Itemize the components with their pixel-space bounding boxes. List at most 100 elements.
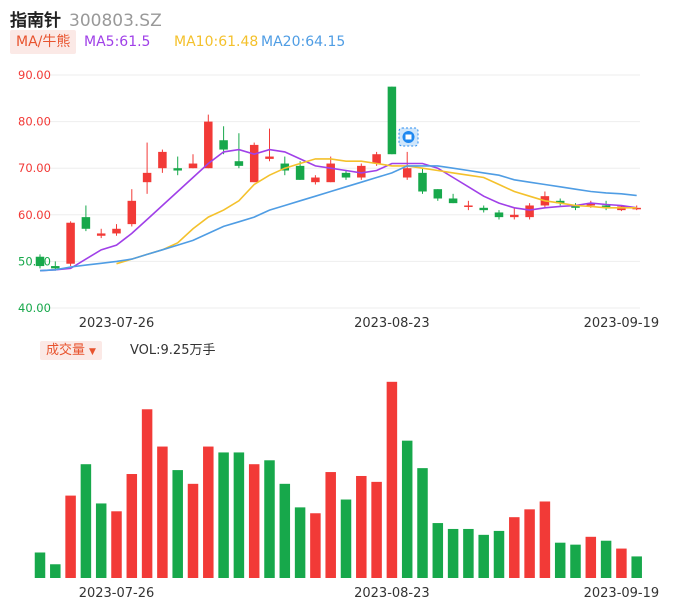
candle[interactable]	[479, 205, 488, 213]
stock-header: 指南针 300803.SZ	[10, 6, 162, 31]
volume-bar[interactable]	[294, 507, 306, 578]
candle-body	[219, 140, 228, 150]
candle[interactable]	[173, 156, 182, 176]
volume-bar[interactable]	[203, 446, 214, 578]
volume-bar[interactable]	[631, 556, 642, 578]
candle[interactable]	[219, 126, 228, 155]
candle[interactable]	[158, 149, 167, 173]
volume-bar[interactable]	[218, 452, 229, 578]
ma-indicator-tag[interactable]: MA/牛熊	[10, 30, 77, 54]
candle-body	[158, 151, 167, 169]
volume-bar[interactable]	[34, 552, 46, 578]
volume-bar[interactable]	[264, 460, 275, 578]
volume-bar[interactable]	[447, 528, 459, 578]
candle-body	[311, 177, 320, 183]
candle-body	[418, 172, 427, 192]
candle[interactable]	[81, 205, 91, 232]
volume-bar[interactable]	[111, 511, 122, 578]
volume-value-label: VOL:9.25万手	[130, 343, 216, 358]
volume-bar[interactable]	[493, 530, 505, 578]
volume-bar[interactable]	[463, 528, 474, 578]
candle[interactable]	[265, 128, 274, 162]
volume-bar[interactable]	[340, 499, 352, 578]
volume-bar[interactable]	[187, 483, 199, 578]
candle[interactable]	[35, 254, 45, 269]
volume-bar[interactable]	[432, 523, 444, 578]
candle-body	[479, 207, 488, 211]
volume-bar[interactable]	[371, 481, 382, 578]
candle-body	[234, 161, 244, 166]
volume-indicator-tag[interactable]: 成交量 ▼	[40, 341, 102, 360]
volume-bar[interactable]	[50, 564, 61, 578]
volume-bar[interactable]	[233, 452, 245, 578]
moving-averages	[39, 148, 637, 272]
volume-bar[interactable]	[248, 464, 260, 578]
stock-name: 指南针	[10, 11, 61, 31]
volume-bar[interactable]	[157, 446, 168, 578]
candle-body	[586, 203, 596, 206]
candle[interactable]	[433, 189, 443, 201]
candle[interactable]	[96, 228, 106, 239]
candle-body	[112, 228, 121, 234]
candle[interactable]	[571, 203, 580, 211]
candle[interactable]	[555, 198, 565, 206]
candle-body	[601, 205, 611, 208]
candle[interactable]	[66, 221, 75, 267]
volume-bar[interactable]	[279, 483, 291, 578]
candle[interactable]	[494, 210, 504, 220]
candle[interactable]	[464, 200, 473, 211]
candle[interactable]	[234, 133, 244, 169]
volume-bar[interactable]	[325, 472, 336, 578]
candle[interactable]	[357, 163, 366, 180]
volume-bar[interactable]	[509, 517, 520, 578]
volume-bar[interactable]	[141, 409, 153, 578]
volume-bar[interactable]	[554, 542, 566, 578]
candle[interactable]	[280, 156, 290, 176]
candle-body	[249, 144, 259, 183]
volume-bar[interactable]	[172, 470, 183, 578]
candle[interactable]	[127, 189, 137, 227]
candle[interactable]	[142, 142, 152, 194]
volume-bar[interactable]	[95, 503, 107, 578]
volume-bar[interactable]	[570, 544, 581, 578]
event-marker-icon[interactable]	[398, 127, 419, 147]
candle[interactable]	[188, 154, 198, 169]
volume-bar[interactable]	[524, 509, 535, 578]
volume-bar[interactable]	[616, 548, 627, 578]
candle-body	[448, 198, 458, 204]
candle-body	[357, 165, 366, 178]
candle-body	[96, 233, 106, 236]
candle[interactable]	[418, 168, 427, 194]
volume-bar[interactable]	[126, 474, 138, 578]
volume-bars	[34, 381, 642, 578]
candle-body	[127, 200, 137, 225]
candle[interactable]	[387, 86, 397, 155]
candle[interactable]	[448, 193, 458, 204]
candle-body	[372, 154, 381, 164]
candle[interactable]	[326, 156, 335, 183]
candle-body	[280, 163, 290, 171]
candle-body	[494, 212, 504, 218]
candle-body	[387, 86, 397, 155]
candle[interactable]	[341, 170, 351, 180]
candle[interactable]	[525, 203, 534, 220]
volume-bar[interactable]	[417, 468, 428, 578]
volume-bar[interactable]	[386, 381, 398, 578]
volume-bar[interactable]	[65, 495, 76, 578]
volume-bar[interactable]	[401, 440, 413, 578]
candle[interactable]	[510, 207, 519, 220]
volume-bar[interactable]	[585, 536, 597, 578]
volume-bar[interactable]	[600, 540, 612, 578]
candle-body	[35, 256, 45, 267]
candle[interactable]	[204, 114, 213, 169]
volume-bar[interactable]	[310, 513, 321, 578]
volume-bar[interactable]	[356, 475, 367, 578]
volume-bar[interactable]	[539, 501, 551, 578]
volume-bar[interactable]	[80, 464, 92, 578]
candle[interactable]	[311, 175, 320, 185]
volume-bar[interactable]	[478, 534, 489, 578]
candle-body	[295, 165, 305, 180]
candle[interactable]	[112, 224, 121, 236]
candle[interactable]	[249, 142, 259, 183]
